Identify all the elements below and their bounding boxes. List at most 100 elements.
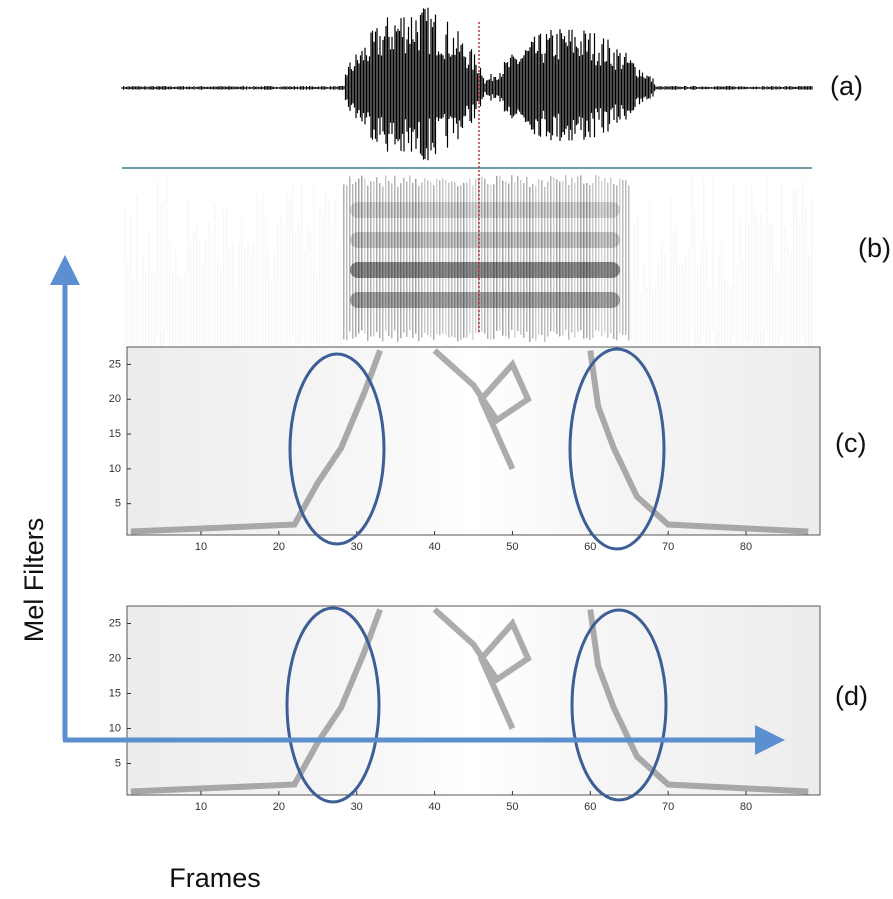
x-axis-label: Frames: [169, 863, 261, 893]
spec-column: [766, 176, 768, 331]
spec-column: [256, 194, 258, 349]
y-tick-label: 5: [115, 498, 121, 510]
spec-column: [241, 213, 243, 368]
spec-column: [424, 178, 426, 333]
spec-column: [475, 178, 477, 333]
panel-label: (c): [835, 428, 866, 458]
spec-column: [301, 186, 303, 341]
spec-column: [187, 200, 189, 355]
spec-column: [325, 190, 327, 345]
spec-column: [334, 199, 336, 354]
spec-band: [350, 292, 620, 308]
waveform: [122, 8, 812, 160]
spec-column: [553, 177, 555, 332]
spec-column: [364, 179, 366, 334]
y-tick-label: 15: [109, 687, 121, 699]
spec-column: [619, 178, 621, 333]
spec-column: [694, 211, 696, 366]
y-tick-label: 10: [109, 722, 121, 734]
x-tick-label: 40: [428, 541, 440, 553]
spec-column: [628, 186, 630, 341]
heatmap-bg: [127, 606, 820, 795]
x-tick-label: 60: [584, 541, 596, 553]
spec-column: [625, 180, 627, 335]
spec-column: [286, 190, 288, 345]
spec-column: [130, 214, 132, 369]
spec-column: [322, 211, 324, 366]
spec-column: [136, 195, 138, 350]
y-tick-label: 5: [115, 757, 121, 769]
x-tick-label: 80: [740, 541, 752, 553]
spec-column: [343, 184, 345, 339]
spec-column: [223, 211, 225, 366]
spec-column: [319, 208, 321, 363]
x-tick-label: 20: [273, 541, 285, 553]
spec-column: [691, 176, 693, 331]
spec-band: [350, 232, 620, 248]
spec-column: [328, 199, 330, 354]
x-tick-label: 30: [351, 541, 363, 553]
spec-column: [733, 182, 735, 337]
spec-column: [346, 185, 348, 340]
spec-column: [793, 191, 795, 346]
figure: (a) (b) (c) (d) 102030405060708051015202…: [0, 0, 893, 899]
x-tick-label: 20: [273, 801, 285, 813]
x-tick-label: 70: [662, 541, 674, 553]
x-tick-label: 10: [195, 541, 207, 553]
y-axis-label: Mel Filters: [19, 518, 49, 643]
spec-column: [469, 178, 471, 333]
spec-column: [262, 189, 264, 344]
spec-column: [157, 180, 159, 335]
heatmap-bg: [127, 347, 820, 535]
x-tick-label: 40: [428, 801, 440, 813]
spec-column: [481, 177, 483, 332]
x-tick-label: 60: [584, 801, 596, 813]
y-tick-label: 10: [109, 463, 121, 475]
spec-column: [754, 211, 756, 366]
x-tick-label: 10: [195, 801, 207, 813]
spec-column: [577, 177, 579, 332]
y-tick-label: 20: [109, 393, 121, 405]
spec-column: [436, 179, 438, 334]
spec-column: [214, 204, 216, 359]
x-tick-label: 80: [740, 801, 752, 813]
spec-column: [226, 206, 228, 361]
spec-column: [802, 180, 804, 335]
spec-column: [313, 187, 315, 342]
x-tick-label: 50: [506, 801, 518, 813]
spec-column: [259, 200, 261, 355]
spec-column: [415, 179, 417, 334]
spec-column: [604, 178, 606, 333]
wave-path: [122, 8, 812, 160]
spec-column: [712, 176, 714, 331]
spec-column: [703, 179, 705, 334]
spec-band: [350, 262, 620, 278]
spec-column: [811, 197, 813, 352]
spec-column: [160, 203, 162, 358]
x-tick-label: 70: [662, 801, 674, 813]
spec-column: [805, 208, 807, 363]
panel-label: (a): [830, 71, 863, 101]
spec-column: [376, 177, 378, 332]
spec-band: [350, 202, 620, 218]
x-tick-label: 30: [351, 801, 363, 813]
y-tick-label: 15: [109, 428, 121, 440]
spec-column: [796, 189, 798, 344]
spec-column: [622, 180, 624, 335]
spec-column: [670, 197, 672, 352]
spec-column: [166, 178, 168, 333]
spec-column: [649, 204, 651, 359]
spec-column: [442, 178, 444, 333]
spec-column: [349, 176, 351, 331]
heatmap: 10 20 30 40 50 60 70 80 5 10 15 20 25: [109, 606, 820, 813]
y-tick-label: 25: [109, 358, 121, 370]
panel-label: (b): [858, 233, 891, 263]
y-tick-label: 25: [109, 617, 121, 629]
spec-column: [745, 186, 747, 341]
y-tick-label: 20: [109, 652, 121, 664]
spec-column: [484, 179, 486, 334]
spec-column: [760, 213, 762, 368]
spec-column: [289, 194, 291, 349]
spec-column: [124, 209, 126, 364]
